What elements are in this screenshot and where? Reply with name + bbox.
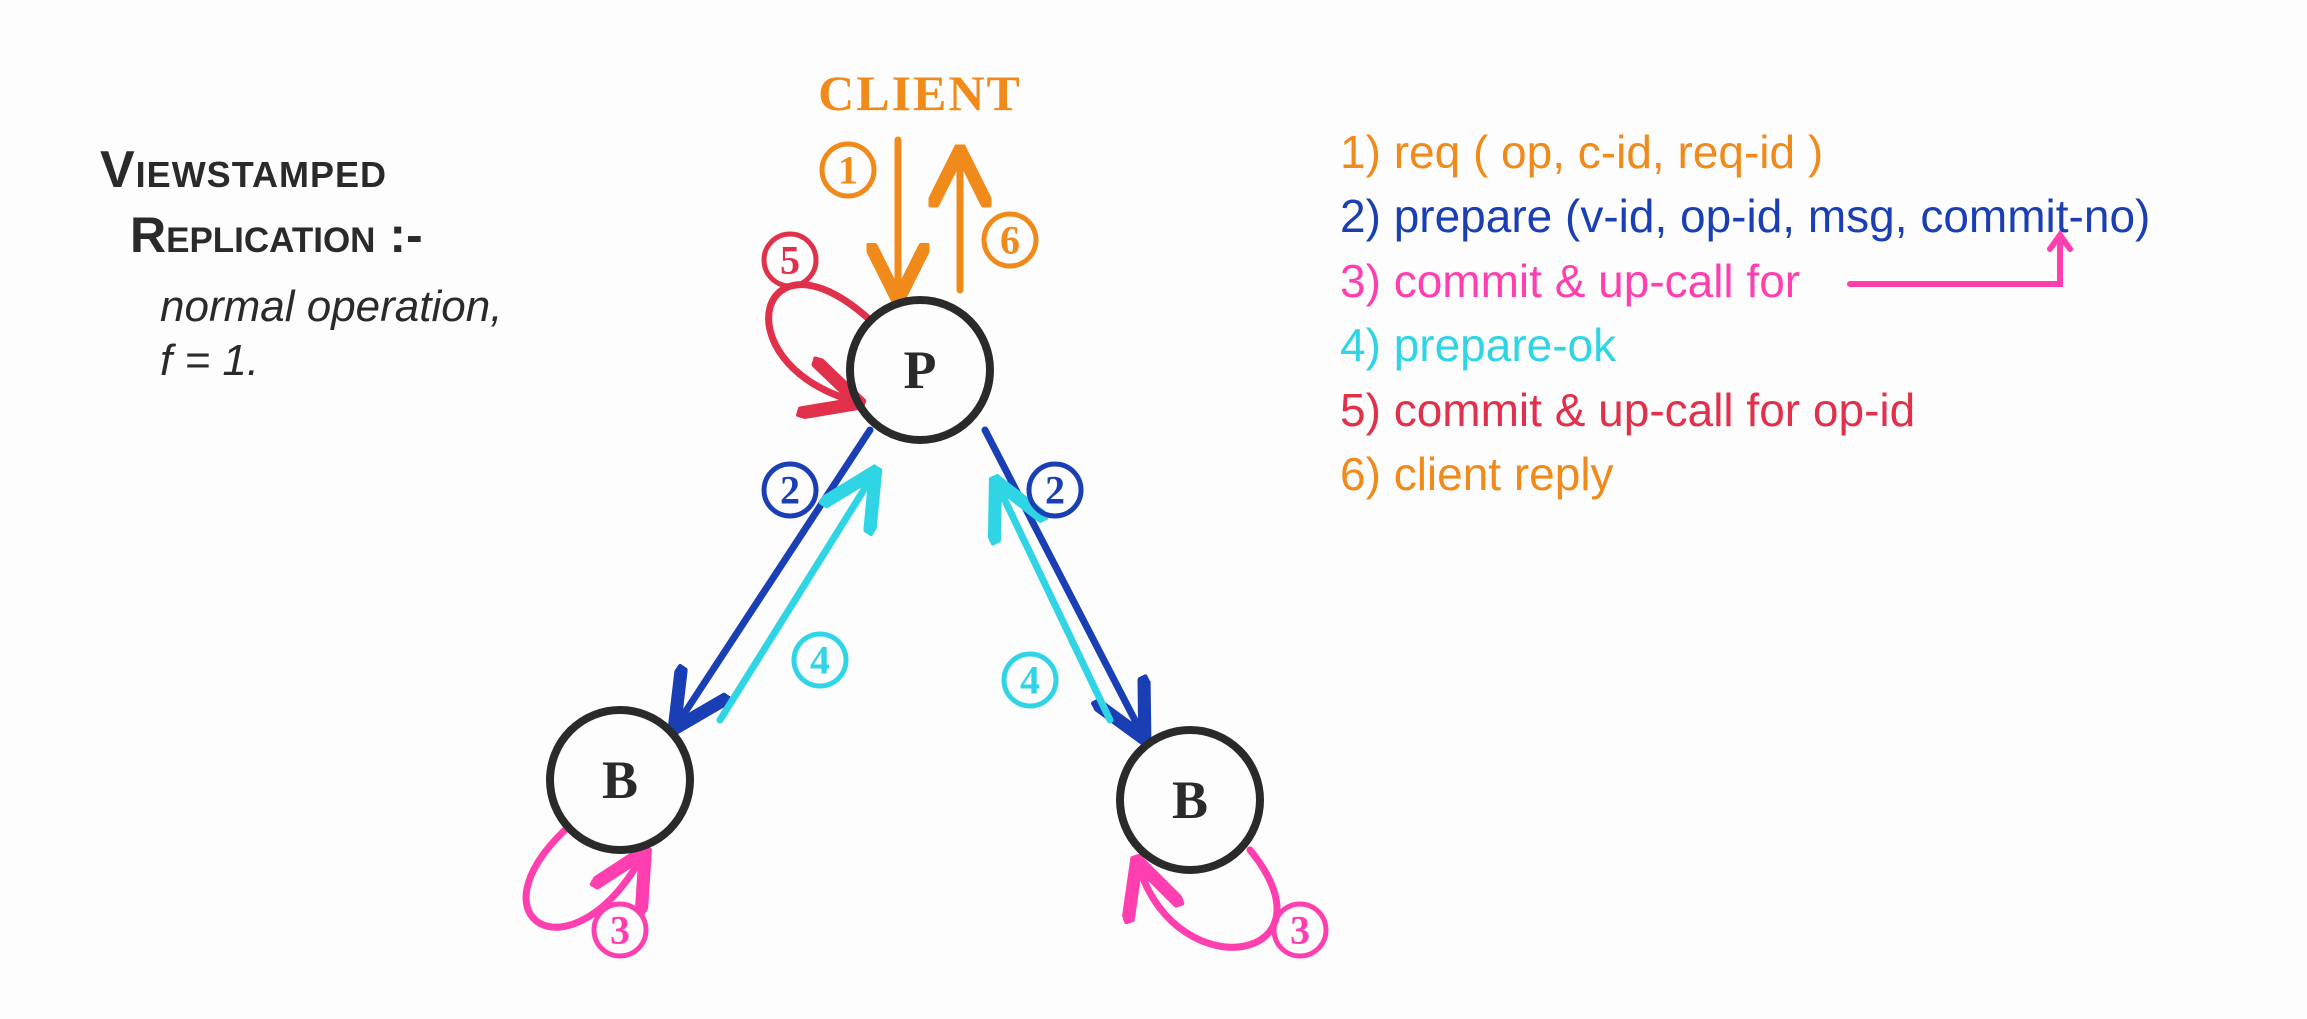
step-num-4: 4 [1020, 658, 1040, 703]
node-label-P: P [904, 340, 937, 400]
nodes-group: P B B [550, 300, 1260, 870]
step-num-2: 2 [780, 468, 800, 513]
step-num-4: 4 [810, 638, 830, 683]
node-label-B2: B [1172, 770, 1208, 830]
client-label: CLIENT [818, 65, 1022, 121]
edges-group [526, 140, 1277, 947]
step-num-3: 3 [1290, 908, 1310, 953]
step-num-1: 1 [838, 148, 858, 193]
node-label-B1: B [602, 750, 638, 810]
step-num-6: 6 [1000, 218, 1020, 263]
step-num-5: 5 [780, 238, 800, 283]
step-num-3: 3 [610, 908, 630, 953]
diagram-stage: Viewstamped Replication :- normal operat… [0, 0, 2307, 1019]
step-num-2: 2 [1045, 468, 1065, 513]
protocol-diagram: CLIENT P B B 1 6 2 2 4 4 3 3 5 [0, 0, 2307, 1019]
